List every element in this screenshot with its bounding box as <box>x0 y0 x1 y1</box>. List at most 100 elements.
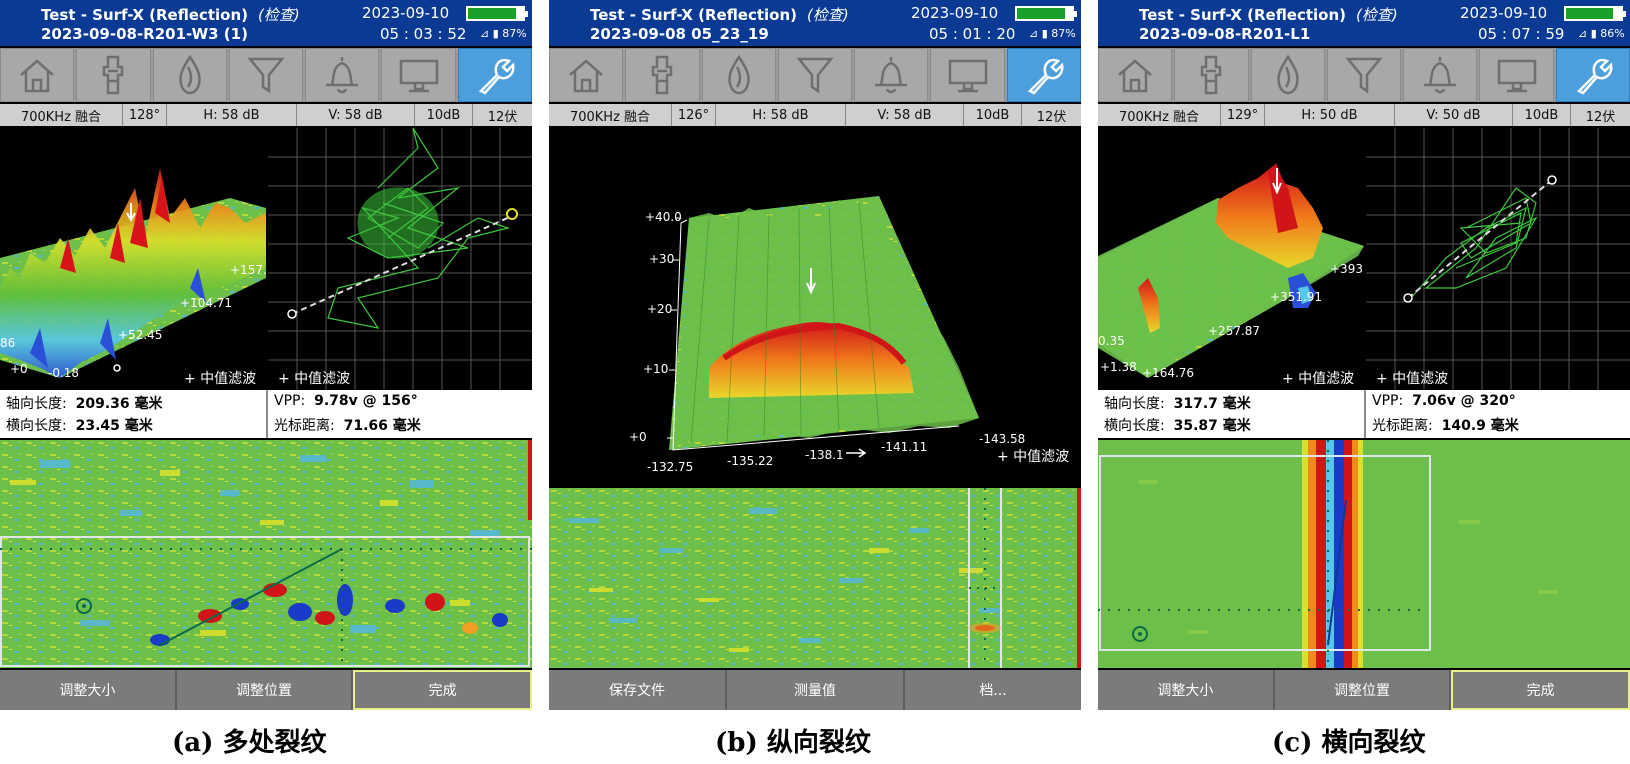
signal-button[interactable] <box>701 48 776 102</box>
display-button[interactable] <box>930 48 1005 102</box>
surface-plot[interactable]: +40.0 +30 +20 +10 +0 -132.75 -135.22 -13… <box>549 128 1081 486</box>
cscan-image[interactable] <box>0 440 532 668</box>
axial-length: 轴向长度: 317.7 毫米 <box>1104 396 1251 412</box>
time-label: 05 : 01 : 20 <box>929 25 1016 43</box>
settings-button[interactable] <box>457 48 532 102</box>
device-screen-b: Test - Surf-X (Reflection) (检查) 2023-09-0… <box>549 0 1081 710</box>
cscan-image[interactable] <box>549 488 1081 668</box>
home-button[interactable] <box>1098 48 1173 102</box>
tick-label: +164.76 <box>1142 366 1195 380</box>
measurement-panel: 轴向长度: 317.7 毫米 横向长度: 35.87 毫米 VPP: 7.06v… <box>1098 390 1630 438</box>
x-tick-label: -141.11 <box>881 440 928 454</box>
file-name: 2023-09-08-R201-W3 (1) <box>41 25 248 43</box>
bottom-button-bar: 调整大小 调整位置 完成 <box>1098 670 1630 710</box>
y-tick-label: +10 <box>643 362 669 376</box>
filter-label: + 中值滤波 <box>278 371 351 387</box>
probe-button[interactable] <box>76 48 151 102</box>
lateral-length: 横向长度: 23.45 毫米 <box>6 418 153 434</box>
alarm-button[interactable] <box>305 48 380 102</box>
app-title: Test - Surf-X (Reflection) (检查) <box>590 6 849 24</box>
reposition-button[interactable]: 调整位置 <box>177 670 354 710</box>
tick-label: +257.87 <box>1208 324 1261 338</box>
tick-label: +1.38 <box>1100 360 1137 374</box>
filter-icon <box>796 57 834 94</box>
display-button[interactable] <box>381 48 456 102</box>
display-button[interactable] <box>1479 48 1554 102</box>
wrench-icon <box>1576 58 1613 95</box>
toolbar <box>0 48 532 102</box>
bell-icon <box>326 57 359 94</box>
filter-button[interactable] <box>777 48 853 102</box>
drop-icon <box>727 54 750 95</box>
tick-label: -0.18 <box>48 366 80 380</box>
settings-button[interactable] <box>1006 48 1081 102</box>
file-name: 2023-09-08-R201-L1 <box>1139 25 1311 43</box>
archive-button[interactable]: 档... <box>979 683 1007 699</box>
h-gain-label: H: 50 dB <box>1265 104 1395 126</box>
signal-button[interactable] <box>152 48 227 102</box>
measure-button[interactable]: 测量值 <box>727 670 905 710</box>
date-label: 2023-09-10 <box>362 4 450 22</box>
measurement-panel: 轴向长度: 209.36 毫米 横向长度: 23.45 毫米 VPP: 9.78… <box>0 390 532 438</box>
wrench-icon <box>1027 58 1064 95</box>
lissajous-plot[interactable]: + 中值滤波 <box>1366 128 1630 390</box>
probe-button[interactable] <box>625 48 700 102</box>
home-icon <box>20 59 54 93</box>
done-button[interactable]: 完成 <box>353 670 532 710</box>
tick-label: 86 <box>0 336 16 350</box>
mode-label: (检查) <box>258 6 300 24</box>
tick-label: +157.9 <box>230 263 266 277</box>
scale-label: 10dB <box>415 104 473 126</box>
resize-button[interactable]: 调整大小 <box>1098 670 1275 710</box>
status-bar: 700KHz 融合 129° H: 50 dB V: 50 dB 10dB 12… <box>1098 104 1630 126</box>
drop-icon <box>178 54 201 95</box>
x-tick-label: -138.1 <box>805 448 844 462</box>
done-button[interactable]: 完成 <box>1451 670 1630 710</box>
settings-button[interactable] <box>1555 48 1630 102</box>
battery-percent: ⊿ ▮ 87% <box>1029 27 1076 40</box>
caption-a: (a) 多处裂纹 <box>172 728 327 758</box>
wrench-icon <box>478 58 515 95</box>
filter-button[interactable] <box>1326 48 1402 102</box>
reposition-button[interactable]: 调整位置 <box>1275 670 1452 710</box>
battery-icon <box>1564 6 1626 21</box>
device-screen-c: Test - Surf-X (Reflection) (检查) 2023-09-0… <box>1098 0 1630 710</box>
scale-label: 10dB <box>964 104 1022 126</box>
time-label: 05 : 03 : 52 <box>380 25 467 43</box>
home-icon <box>1118 59 1152 93</box>
header-bar: Test - Surf-X (Reflection) (检查) 2023-09-0… <box>549 0 1081 46</box>
mode-label: (检查) <box>807 6 849 24</box>
voltage-label: 12伏 <box>1036 109 1067 125</box>
x-tick-label: -135.22 <box>727 454 774 468</box>
home-button[interactable] <box>0 48 75 102</box>
frequency-label: 700KHz 融合 <box>549 104 672 126</box>
battery-icon <box>1015 6 1077 21</box>
resize-button[interactable]: 调整大小 <box>0 670 177 710</box>
bell-icon <box>1424 57 1457 94</box>
home-button[interactable] <box>549 48 624 102</box>
lateral-length: 横向长度: 35.87 毫米 <box>1104 418 1251 434</box>
v-gain-label: V: 58 dB <box>297 104 415 126</box>
cscan-image[interactable] <box>1098 440 1630 668</box>
vpp-value: VPP: 9.78v @ 156° <box>274 393 418 409</box>
filter-label: + 中值滤波 <box>997 449 1070 465</box>
filter-button[interactable] <box>228 48 304 102</box>
monitor-icon <box>948 59 987 93</box>
signal-button[interactable] <box>1250 48 1325 102</box>
alarm-button[interactable] <box>854 48 929 102</box>
surface-plot[interactable]: +393 +351.91 +257.87 0.35 +1.38 +164.76 … <box>1098 128 1364 390</box>
date-label: 2023-09-10 <box>911 4 999 22</box>
app-title: Test - Surf-X (Reflection) (检查) <box>41 6 300 24</box>
toolbar <box>1098 48 1630 102</box>
surface-plot[interactable]: +157.9 +104.71 +52.45 86 +0 -0.18 + 中值滤波 <box>0 128 266 390</box>
tick-label: +351.91 <box>1270 290 1323 304</box>
alarm-button[interactable] <box>1403 48 1478 102</box>
caption-c: (c) 横向裂纹 <box>1272 728 1426 758</box>
probe-icon <box>652 55 673 95</box>
cursor-distance: 光标距离: 140.9 毫米 <box>1372 418 1519 434</box>
probe-button[interactable] <box>1174 48 1249 102</box>
mode-label: (检查) <box>1356 6 1398 24</box>
save-file-button[interactable]: 保存文件 <box>549 670 727 710</box>
lissajous-plot[interactable]: + 中值滤波 <box>268 128 532 390</box>
v-gain-label: V: 58 dB <box>846 104 964 126</box>
